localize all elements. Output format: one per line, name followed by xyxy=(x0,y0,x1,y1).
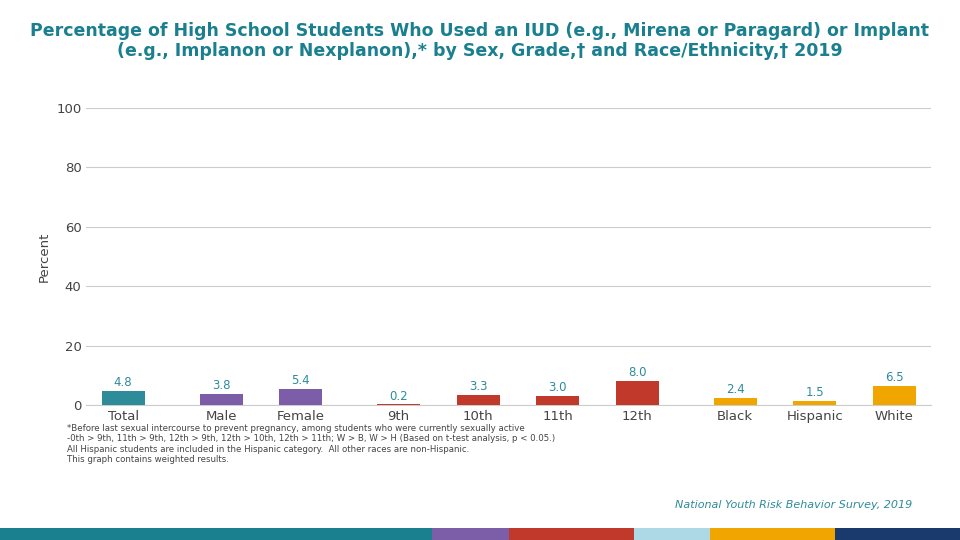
Text: 5.4: 5.4 xyxy=(291,374,310,387)
Text: Percentage of High School Students Who Used an IUD (e.g., Mirena or Paragard) or: Percentage of High School Students Who U… xyxy=(31,22,929,60)
Text: 2.4: 2.4 xyxy=(726,383,745,396)
Text: 4.8: 4.8 xyxy=(114,376,132,389)
Bar xyxy=(200,394,243,405)
Bar xyxy=(873,386,916,405)
Bar xyxy=(794,401,836,405)
Text: 3.8: 3.8 xyxy=(212,379,230,392)
Bar xyxy=(537,396,579,405)
Text: 6.5: 6.5 xyxy=(885,371,903,384)
Bar xyxy=(279,389,323,405)
Y-axis label: Percent: Percent xyxy=(37,231,51,282)
Bar xyxy=(102,391,145,405)
Text: 1.5: 1.5 xyxy=(805,386,825,399)
Text: 3.3: 3.3 xyxy=(468,380,488,394)
Bar xyxy=(616,381,659,405)
Bar xyxy=(457,395,499,405)
Text: 0.2: 0.2 xyxy=(390,390,408,403)
Text: 8.0: 8.0 xyxy=(628,367,647,380)
Text: National Youth Risk Behavior Survey, 2019: National Youth Risk Behavior Survey, 201… xyxy=(675,500,912,510)
Text: *Before last sexual intercourse to prevent pregnancy, among students who were cu: *Before last sexual intercourse to preve… xyxy=(67,424,555,464)
Bar xyxy=(377,404,420,405)
Text: 3.0: 3.0 xyxy=(548,381,567,394)
Bar xyxy=(714,398,756,405)
